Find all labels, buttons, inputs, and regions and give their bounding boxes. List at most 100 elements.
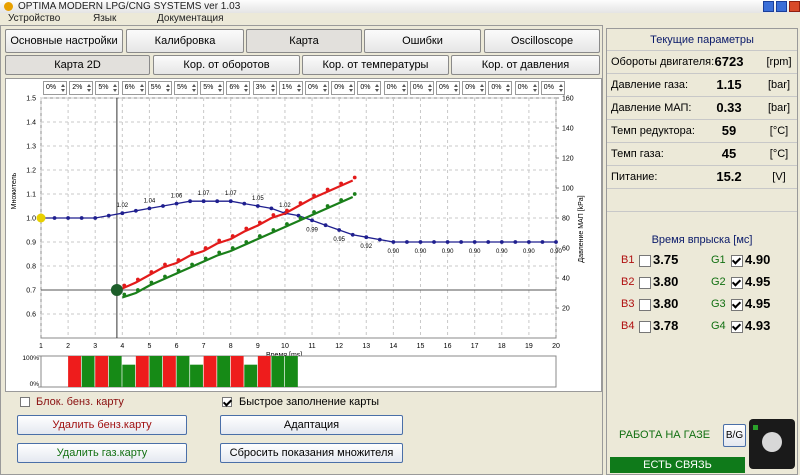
data-label: 0.90 [523,249,535,255]
spin-box[interactable]: 6% [226,81,251,95]
tab[interactable]: Калибровка [126,29,244,53]
checkbox-checked[interactable] [222,397,232,407]
spin-up [165,84,170,87]
checkbox[interactable] [639,321,651,333]
subtab[interactable]: Кор. от давления [451,55,600,75]
data-point [149,280,154,285]
x-tick-label: 1 [39,343,43,350]
checkbox[interactable] [20,397,30,407]
subtab[interactable]: Кор. от оборотов [153,55,300,75]
checkbox[interactable] [639,255,651,267]
param-label: Давление газа: [611,79,689,91]
device-led [753,425,758,430]
spin-box[interactable]: 2% [69,81,94,95]
tab[interactable]: Oscilloscope [484,29,600,53]
bar [190,364,203,387]
spin-up [480,84,485,87]
param-value: 45 [721,146,737,161]
data-point [176,268,181,273]
data-point [230,246,235,250]
spin-down [139,89,144,92]
x-tick-label: 17 [471,343,479,350]
spin-up [87,84,92,87]
spin-box[interactable]: 0% [436,81,460,95]
button[interactable]: Адаптация [220,415,403,435]
y-tick-label: 1.2 [26,168,36,175]
spin-box[interactable]: 0% [488,81,513,95]
tab[interactable]: Основные настройки [5,29,123,53]
spin-box[interactable]: 0% [305,81,329,95]
window-title: OPTIMA MODERN LPG/CNG SYSTEMS ver 1.03 [18,1,241,12]
switch-button[interactable]: B/G [723,424,746,447]
data-point [135,288,140,292]
checkbox-checked[interactable] [731,277,743,289]
button[interactable]: Удалить бенз.карту [17,415,187,435]
close-button[interactable] [789,1,800,12]
param-label: Питание: [611,171,658,183]
spin-up [218,84,223,87]
subtab-active[interactable]: Карта 2D [5,55,150,75]
b-label: B3 [621,298,635,310]
data-point [122,283,127,288]
minimize-button[interactable] [763,1,774,12]
bar [203,356,217,387]
spin-down [218,89,223,92]
spin-down [427,89,432,92]
spin-box[interactable]: 0% [540,81,565,95]
y2-tick-label: 100 [562,186,574,193]
spin-box[interactable]: 0% [43,81,67,95]
panel-title: Время впрыска [мс] [651,234,753,246]
spin-down [270,89,275,92]
y-tick-label: 1.0 [26,216,36,223]
menu-item[interactable]: Документация [157,13,224,24]
tab[interactable]: Ошибки [364,29,481,53]
data-label: 0.90 [442,249,454,255]
data-point [163,274,167,279]
title-bar: OPTIMA MODERN LPG/CNG SYSTEMS ver 1.03 [0,0,800,13]
spin-box[interactable]: 6% [121,81,146,95]
spin-box[interactable]: 5% [174,81,198,95]
spin-box[interactable]: 0% [331,81,356,95]
tab-active[interactable]: Карта [246,29,362,53]
b-value: 3.80 [653,296,679,311]
spin-box[interactable]: 5% [95,81,120,95]
checkbox[interactable] [639,277,651,289]
bar [108,356,122,387]
data-point [242,201,247,206]
spin-box[interactable]: 0% [409,81,434,95]
x-tick-label: 19 [525,343,533,350]
param-value: 59 [721,123,737,138]
spin-box[interactable]: 1% [278,81,303,95]
spin-box[interactable]: 0% [462,81,487,95]
spin-box[interactable]: 5% [147,81,172,95]
data-point [190,250,194,255]
g-label: G1 [711,254,726,266]
bar [244,364,258,387]
spin-up [61,84,65,87]
maximize-button[interactable] [776,1,787,12]
spin-box[interactable]: 3% [252,81,277,95]
injection-table: B1 3.75 G1 4.90 B2 3.80 G2 4.95 B3 3.80 G3 4.95 B4 3.… [607,249,797,337]
checkbox-checked[interactable] [731,299,743,311]
menu-item[interactable]: Язык [93,13,117,24]
b-value: 3.80 [653,274,679,289]
data-point [106,213,111,218]
checkbox[interactable] [639,299,651,311]
spin-box[interactable]: 0% [357,81,382,95]
x-tick-label: 18 [498,343,506,350]
data-label: 1.05 [252,196,264,202]
data-point [418,240,423,244]
button[interactable]: Удалить газ.карту [17,443,187,463]
data-point [325,187,330,192]
spin-box[interactable]: 5% [200,81,225,95]
spin-box[interactable]: 0% [514,81,539,95]
subtab[interactable]: Кор. от температуры [302,55,449,75]
spin-up [139,84,144,87]
data-point [52,216,57,220]
data-point [93,216,98,220]
checkbox-checked[interactable] [731,255,743,267]
spin-box[interactable]: 0% [383,81,408,95]
checkbox-checked[interactable] [731,321,743,333]
menu-item[interactable]: Устройство [8,13,61,24]
button[interactable]: Сбросить показания множителя [220,443,403,463]
